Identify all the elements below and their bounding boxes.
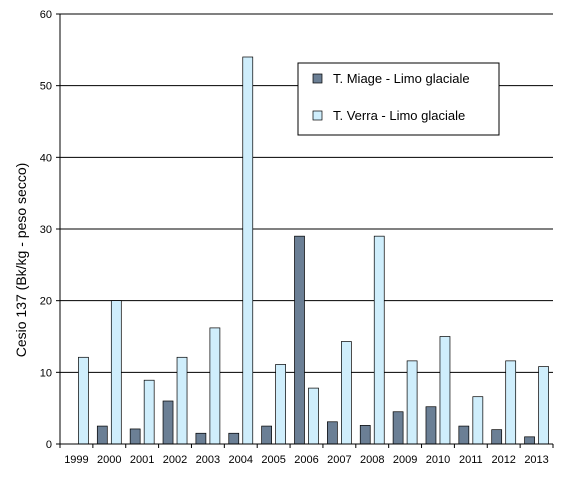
x-tick-label: 2009 (393, 454, 417, 466)
y-tick-label: 0 (46, 439, 52, 451)
bar-verra-2002 (176, 356, 188, 445)
bar-miage-2000 (96, 425, 108, 445)
x-tick-label: 2000 (97, 454, 121, 466)
bar-miage-2005 (261, 425, 272, 445)
legend-box (297, 62, 500, 136)
bar-miage-2003 (195, 432, 207, 445)
legend-swatch-miage (312, 73, 323, 84)
x-tick-label: 2006 (294, 454, 318, 466)
bar-verra-2007 (341, 341, 352, 445)
x-tick-label: 2002 (163, 454, 187, 466)
x-tick-label: 2005 (261, 454, 285, 466)
bar-verra-2006 (308, 387, 319, 445)
y-axis-ticks: 0 10 20 30 40 50 60 (40, 9, 60, 451)
bar-miage-2001 (129, 428, 141, 445)
x-tick-label: 1999 (64, 454, 88, 466)
bar-miage-2006 (294, 235, 305, 445)
legend: T. Miage - Limo glaciale T. Verra - Limo… (297, 62, 500, 136)
bar-verra-2000 (110, 300, 122, 445)
x-tick-label: 2003 (196, 454, 220, 466)
bar-verra-2010 (439, 336, 451, 445)
bar-miage-2009 (392, 411, 404, 445)
x-tick-label: 2004 (229, 454, 253, 466)
legend-label-verra: T. Verra - Limo glaciale (333, 108, 465, 123)
y-tick-label: 10 (40, 367, 52, 379)
bar-miage-2004 (228, 432, 240, 445)
bar-miage-2010 (425, 406, 437, 445)
x-axis-ticks: 1999 2000 2001 2002 2003 2004 2005 2006 2007 2008… (59, 444, 554, 466)
bar-verra-2009 (406, 360, 418, 445)
x-tick-label: 2012 (491, 454, 515, 466)
x-tick-label: 2001 (130, 454, 154, 466)
bar-verra-2003 (209, 327, 221, 445)
x-tick-label: 2008 (360, 454, 384, 466)
bar-verra-2012 (505, 360, 517, 445)
bar-miage-2007 (327, 421, 338, 445)
legend-swatch-verra (312, 110, 323, 121)
bar-miage-2013 (524, 436, 535, 445)
y-tick-label: 40 (40, 152, 52, 164)
bar-verra-2013 (538, 366, 549, 445)
y-tick-label: 50 (40, 81, 52, 93)
y-axis-title: Cesio 137 (Bk/kg - peso secco) (13, 163, 29, 358)
bar-miage-2008 (359, 425, 371, 445)
bar-verra-2001 (143, 379, 155, 445)
bar-miage-2002 (162, 400, 174, 445)
bar-verra-1999 (78, 356, 89, 445)
x-tick-label: 2010 (426, 454, 450, 466)
y-tick-label: 60 (40, 9, 52, 21)
x-tick-label: 2011 (459, 454, 483, 466)
y-tick-label: 20 (40, 296, 52, 308)
legend-label-miage: T. Miage - Limo glaciale (333, 71, 470, 86)
x-tick-label: 2007 (327, 454, 351, 466)
bar-verra-2004 (242, 56, 254, 445)
bar-verra-2011 (472, 396, 484, 445)
axes (59, 14, 553, 445)
y-tick-label: 30 (40, 224, 52, 236)
x-tick-label: 2013 (524, 454, 548, 466)
bar-verra-2008 (373, 235, 385, 445)
bar-verra-2005 (275, 364, 286, 445)
bar-miage-2012 (491, 429, 503, 445)
bar-miage-2011 (458, 425, 470, 445)
